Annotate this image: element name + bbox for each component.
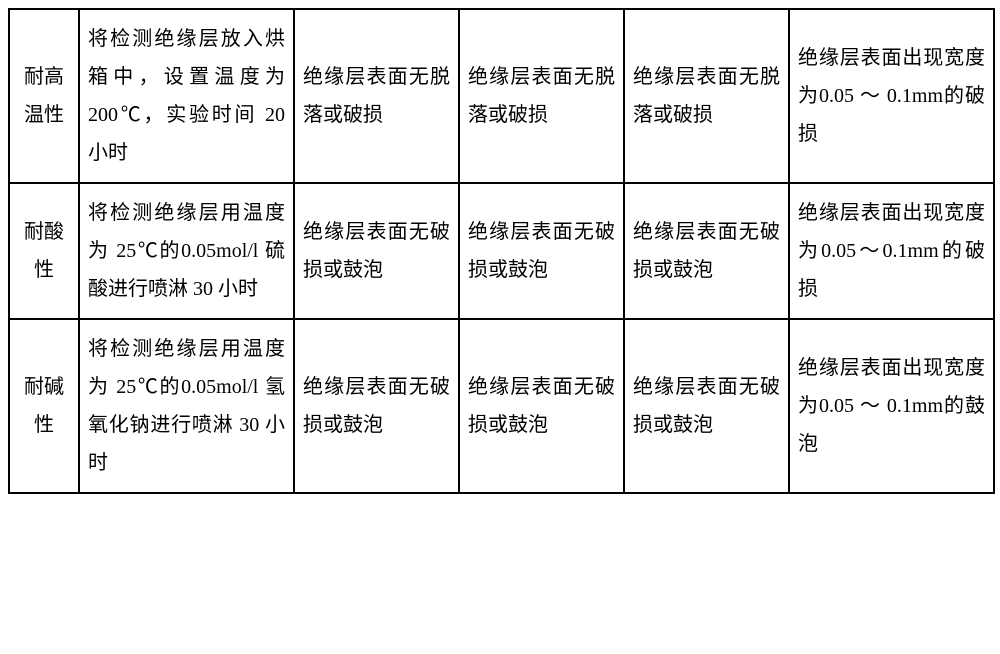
result-cell: 绝缘层表面出现宽度为0.05 ～ 0.1mm的破损	[789, 9, 994, 183]
row-label: 耐碱性	[9, 319, 79, 493]
table-row: 耐酸性将检测绝缘层用温度为 25℃的0.05mol/l 硫酸进行喷淋 30 小时…	[9, 183, 994, 319]
results-tbody: 耐高温性将检测绝缘层放入烘箱中，设置温度为 200℃，实验时间 20 小时绝缘层…	[9, 9, 994, 493]
table-row: 耐高温性将检测绝缘层放入烘箱中，设置温度为 200℃，实验时间 20 小时绝缘层…	[9, 9, 994, 183]
row-label: 耐酸性	[9, 183, 79, 319]
method-cell: 将检测绝缘层放入烘箱中，设置温度为 200℃，实验时间 20 小时	[79, 9, 294, 183]
result-cell: 绝缘层表面无脱落或破损	[459, 9, 624, 183]
result-cell: 绝缘层表面无破损或鼓泡	[459, 183, 624, 319]
result-cell: 绝缘层表面出现宽度为0.05～0.1mm的破损	[789, 183, 994, 319]
result-cell: 绝缘层表面无脱落或破损	[624, 9, 789, 183]
result-cell: 绝缘层表面无破损或鼓泡	[294, 319, 459, 493]
result-cell: 绝缘层表面出现宽度为0.05 ～ 0.1mm的鼓泡	[789, 319, 994, 493]
result-cell: 绝缘层表面无破损或鼓泡	[624, 319, 789, 493]
table-row: 耐碱性将检测绝缘层用温度为 25℃的0.05mol/l 氢氧化钠进行喷淋 30 …	[9, 319, 994, 493]
method-cell: 将检测绝缘层用温度为 25℃的0.05mol/l 硫酸进行喷淋 30 小时	[79, 183, 294, 319]
result-cell: 绝缘层表面无破损或鼓泡	[459, 319, 624, 493]
results-table: 耐高温性将检测绝缘层放入烘箱中，设置温度为 200℃，实验时间 20 小时绝缘层…	[8, 8, 995, 494]
method-cell: 将检测绝缘层用温度为 25℃的0.05mol/l 氢氧化钠进行喷淋 30 小时	[79, 319, 294, 493]
result-cell: 绝缘层表面无破损或鼓泡	[294, 183, 459, 319]
result-cell: 绝缘层表面无破损或鼓泡	[624, 183, 789, 319]
row-label: 耐高温性	[9, 9, 79, 183]
result-cell: 绝缘层表面无脱落或破损	[294, 9, 459, 183]
